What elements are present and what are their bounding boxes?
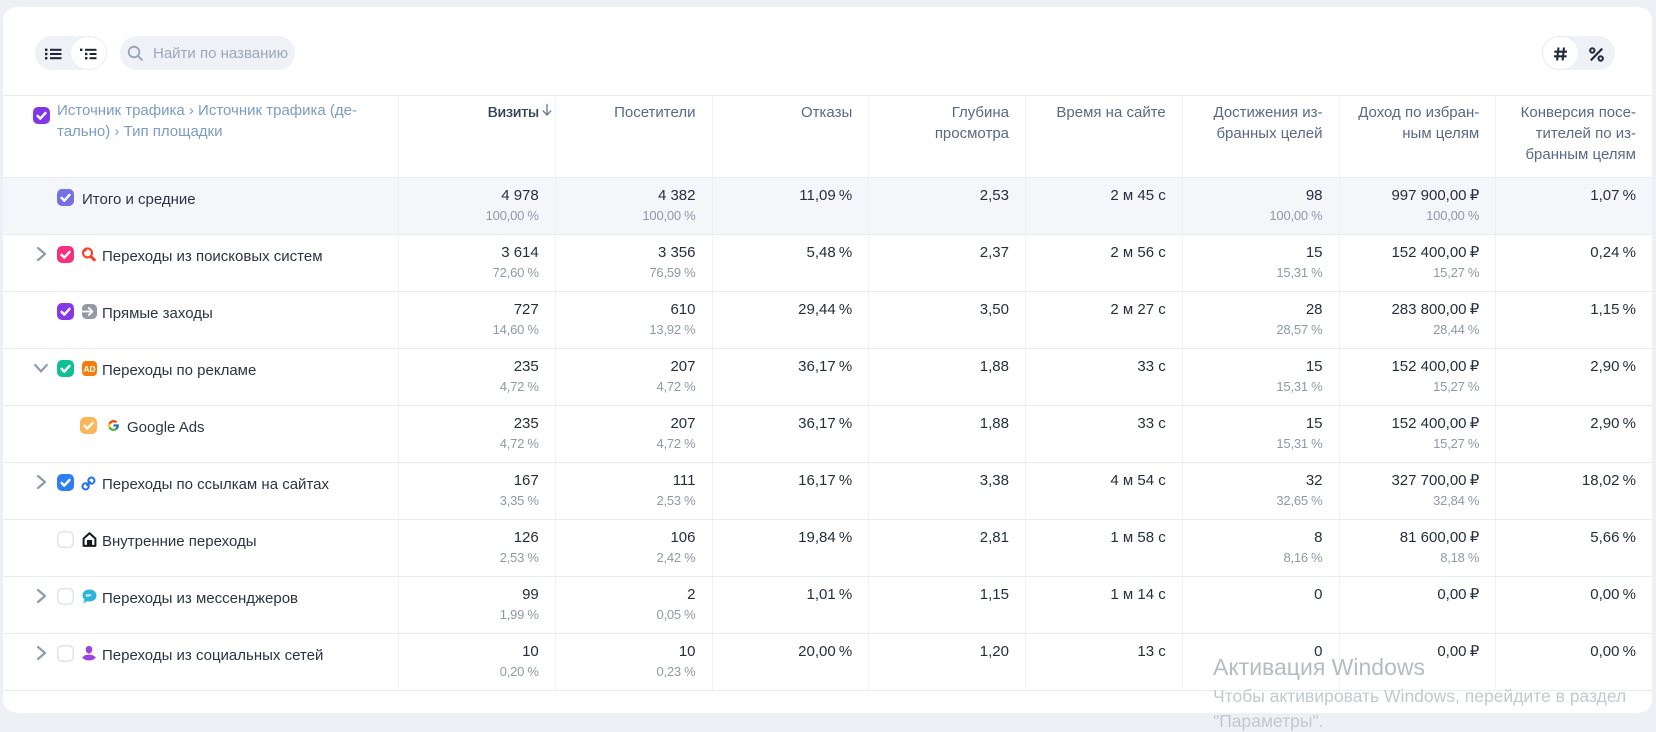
svg-text:AD: AD	[83, 364, 95, 374]
